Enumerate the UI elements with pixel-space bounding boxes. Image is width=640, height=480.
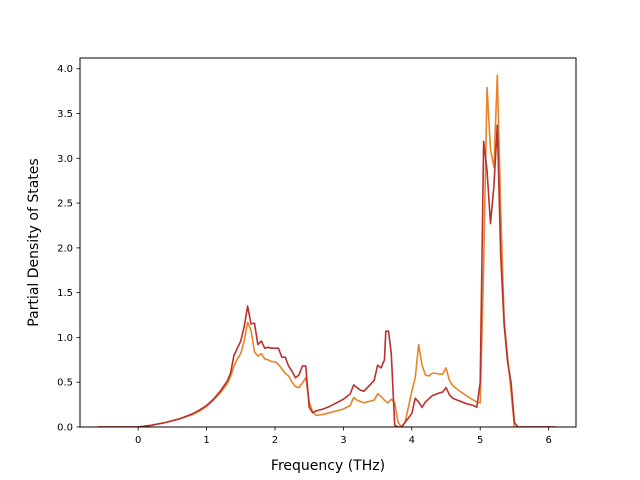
y-tick-label: 0.5	[57, 378, 73, 389]
y-tick-label: 3.5	[57, 109, 73, 120]
y-tick-label: 2.0	[57, 243, 73, 254]
x-axis-label: Frequency (THz)	[271, 458, 385, 474]
x-axis: 0 1 2 3 4 5 6	[135, 427, 552, 446]
x-tick-label: 6	[545, 435, 551, 446]
x-tick-label: 3	[340, 435, 346, 446]
x-tick-label: 4	[409, 435, 415, 446]
y-tick-label: 1.5	[57, 288, 73, 299]
x-tick-label: 1	[203, 435, 209, 446]
y-tick-label: 1.0	[57, 333, 73, 344]
y-tick-label: 3.0	[57, 154, 73, 165]
y-tick-label: 2.5	[57, 199, 73, 210]
y-axis-label: Partial Density of States	[26, 158, 42, 326]
y-tick-label: 0.0	[57, 423, 73, 434]
series-line-2	[97, 124, 557, 427]
y-tick-label: 4.0	[57, 64, 73, 75]
x-tick-label: 5	[477, 435, 483, 446]
x-tick-label: 0	[135, 435, 141, 446]
series-layer	[97, 74, 557, 427]
x-tick-label: 2	[272, 435, 278, 446]
y-axis: 0.0 0.5 1.0 1.5 2.0 2.5 3.0 3.5 4.0	[57, 64, 80, 434]
plot-frame	[79, 57, 577, 428]
